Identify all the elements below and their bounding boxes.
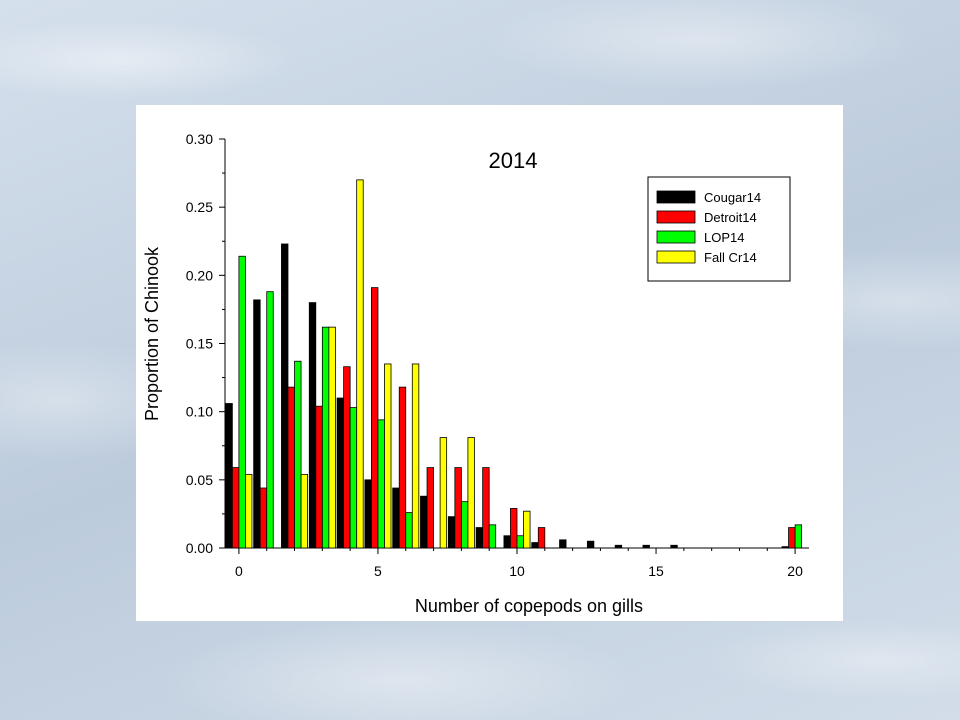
bar-detroit14 bbox=[482, 467, 490, 549]
bar-lop14 bbox=[238, 255, 246, 549]
bar-cougar14 bbox=[642, 544, 650, 549]
bar-detroit14 bbox=[231, 467, 240, 549]
legend-swatch bbox=[656, 230, 696, 244]
bar-cougar14 bbox=[447, 516, 456, 549]
bar-fall-cr14 bbox=[356, 179, 364, 549]
bar-fall-cr14 bbox=[245, 473, 253, 549]
legend-label: Detroit14 bbox=[704, 210, 757, 225]
legend-swatch bbox=[656, 190, 696, 204]
bar-cougar14 bbox=[559, 539, 567, 549]
x-axis-label: Number of copepods on gills bbox=[415, 596, 643, 616]
ticks: 0.00 0.05 0.10 0.15 0.20 0.25 0.30 0 5 10 15 20 bbox=[186, 131, 803, 579]
bar-detroit14 bbox=[315, 405, 323, 549]
legend-label: Fall Cr14 bbox=[704, 250, 757, 265]
bar-cougar14 bbox=[364, 479, 372, 549]
bar-fall-cr14 bbox=[411, 363, 420, 549]
chart-panel: 0.00 0.05 0.10 0.15 0.20 0.25 0.30 0 5 10 15 20 201… bbox=[136, 105, 843, 621]
bar-cougar14 bbox=[670, 544, 678, 549]
y-axis-label: Proportion of Chinook bbox=[142, 246, 162, 421]
x-tick-label: 20 bbox=[787, 563, 803, 579]
bar-cougar14 bbox=[253, 299, 261, 549]
bar-cougar14 bbox=[781, 546, 789, 549]
bar-lop14 bbox=[294, 360, 302, 549]
y-tick-label: 0.25 bbox=[186, 199, 213, 215]
x-tick-label: 15 bbox=[648, 563, 664, 579]
bar-cougar14 bbox=[308, 302, 317, 549]
legend-swatch bbox=[656, 210, 696, 224]
bar-cougar14 bbox=[281, 243, 289, 549]
bar-cougar14 bbox=[336, 397, 345, 549]
bar-lop14 bbox=[460, 501, 469, 549]
bar-detroit14 bbox=[788, 527, 796, 549]
bar-lop14 bbox=[377, 419, 385, 549]
x-tick-label: 5 bbox=[374, 563, 382, 579]
bar-detroit14 bbox=[371, 287, 379, 549]
y-tick-label: 0.30 bbox=[186, 131, 213, 147]
bar-cougar14 bbox=[475, 527, 484, 549]
bar-detroit14 bbox=[398, 386, 407, 549]
x-tick-label: 10 bbox=[509, 563, 525, 579]
x-tick-label: 0 bbox=[235, 563, 243, 579]
y-tick-label: 0.10 bbox=[186, 404, 213, 420]
y-tick-label: 0.15 bbox=[186, 336, 213, 352]
legend-label: LOP14 bbox=[704, 230, 744, 245]
y-tick-label: 0.05 bbox=[186, 472, 213, 488]
bar-detroit14 bbox=[454, 467, 462, 549]
bar-detroit14 bbox=[537, 527, 546, 549]
bar-cougar14 bbox=[503, 535, 511, 549]
bar-lop14 bbox=[516, 535, 524, 549]
bar-lop14 bbox=[266, 291, 274, 549]
bar-lop14 bbox=[349, 407, 358, 549]
bar-detroit14 bbox=[426, 467, 434, 549]
bar-chart: 0.00 0.05 0.10 0.15 0.20 0.25 0.30 0 5 10 15 20 201… bbox=[142, 131, 809, 616]
bar-fall-cr14 bbox=[384, 363, 392, 549]
bar-cougar14 bbox=[614, 544, 623, 549]
bars bbox=[225, 179, 803, 549]
y-tick-label: 0.00 bbox=[186, 540, 213, 556]
bar-detroit14 bbox=[287, 386, 295, 549]
legend: Cougar14 Detroit14 LOP14 Fall Cr14 bbox=[647, 176, 791, 282]
bar-cougar14 bbox=[420, 495, 428, 549]
bar-detroit14 bbox=[259, 487, 268, 549]
chart-title: 2014 bbox=[489, 148, 538, 173]
legend-swatch bbox=[656, 250, 696, 264]
bar-lop14 bbox=[488, 524, 497, 549]
bar-lop14 bbox=[321, 326, 330, 549]
bar-cougar14 bbox=[225, 403, 233, 549]
bar-lop14 bbox=[405, 512, 413, 549]
bar-lop14 bbox=[794, 524, 803, 549]
bar-fall-cr14 bbox=[300, 473, 308, 549]
bar-fall-cr14 bbox=[328, 326, 336, 549]
bar-fall-cr14 bbox=[467, 437, 475, 549]
bar-fall-cr14 bbox=[523, 510, 531, 549]
bar-detroit14 bbox=[510, 508, 518, 549]
bar-fall-cr14 bbox=[439, 437, 448, 549]
bar-cougar14 bbox=[531, 542, 539, 549]
bar-cougar14 bbox=[392, 487, 400, 549]
bar-cougar14 bbox=[586, 540, 595, 549]
y-tick-label: 0.20 bbox=[186, 267, 213, 283]
bar-detroit14 bbox=[343, 366, 351, 549]
legend-label: Cougar14 bbox=[704, 190, 761, 205]
